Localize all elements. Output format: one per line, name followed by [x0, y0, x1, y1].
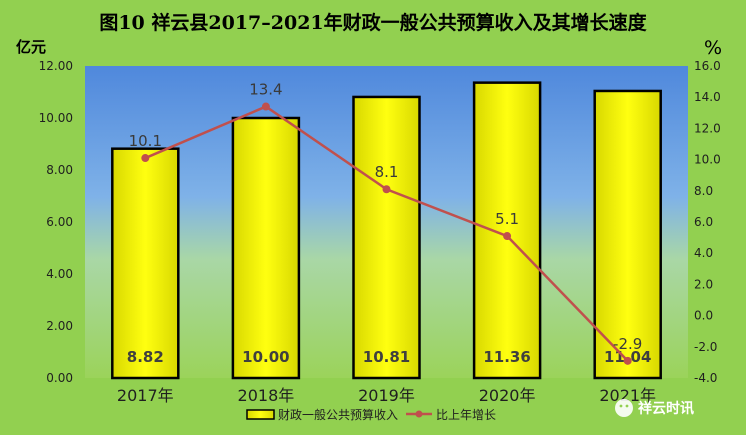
bar-value-label: 11.36: [483, 348, 530, 366]
right-tick-label: -2.0: [694, 340, 717, 354]
legend: 财政一般公共预算收入 比上年增长: [246, 407, 496, 422]
growth-value-label: 10.1: [129, 132, 162, 150]
left-tick-label: 10.00: [39, 111, 73, 125]
legend-label-line: 比上年增长: [436, 408, 496, 422]
watermark: 祥云时讯: [615, 399, 694, 417]
legend-swatch-bar: [246, 409, 275, 420]
left-tick-label: 2.00: [46, 319, 73, 333]
left-tick-label: 4.00: [46, 267, 73, 281]
right-axis-unit: %: [704, 37, 722, 59]
line-series: [141, 102, 632, 365]
bar-value-label: 8.82: [127, 348, 164, 366]
right-tick-label: 12.0: [694, 121, 721, 135]
bar: [231, 116, 301, 380]
right-tick-label: 2.0: [694, 277, 713, 291]
right-tick-label: 10.0: [694, 153, 721, 167]
wechat-icon: [615, 399, 633, 417]
growth-value-label: 13.4: [249, 81, 282, 99]
bar-value-label: 10.81: [363, 348, 410, 366]
watermark-text: 祥云时讯: [638, 400, 694, 417]
bar: [111, 147, 180, 380]
bar-value-label: 10.00: [242, 348, 289, 366]
bar: [593, 89, 662, 380]
growth-value-label: 8.1: [375, 163, 399, 181]
bar-series: [111, 81, 662, 380]
left-axis-unit: 亿元: [16, 38, 46, 56]
left-tick-label: 8.00: [46, 163, 73, 177]
x-axis: 2017年 2018年 2019年 2020年 2021年: [117, 386, 656, 405]
chart-title: 图10 祥云县2017–2021年财政一般公共预算收入及其增长速度: [99, 11, 647, 34]
left-tick-label: 12.00: [39, 59, 73, 73]
line-data-labels: 10.1 13.4 8.1 5.1 -2.9: [129, 81, 643, 353]
right-tick-label: -4.0: [694, 371, 717, 385]
legend-label-bar: 财政一般公共预算收入: [278, 407, 398, 422]
right-tick-label: 16.0: [694, 59, 721, 73]
legend-swatch-marker: [415, 410, 423, 418]
x-tick-label: 2021年: [599, 386, 656, 405]
growth-value-label: 5.1: [495, 210, 519, 228]
growth-point: [623, 356, 632, 365]
right-tick-label: 4.0: [694, 246, 713, 260]
right-tick-label: 6.0: [694, 215, 713, 229]
x-tick-label: 2017年: [117, 386, 174, 405]
right-tick-label: 8.0: [694, 184, 713, 198]
right-tick-label: 0.0: [694, 309, 713, 323]
x-tick-label: 2019年: [358, 386, 415, 405]
growth-point: [503, 232, 512, 241]
right-axis: -4.0 -2.0 0.0 2.0 4.0 6.0 8.0 10.0 12.0 14.0 16.0: [694, 59, 721, 385]
left-tick-label: 0.00: [46, 371, 73, 385]
bar: [472, 81, 542, 380]
growth-value-label: -2.9: [613, 335, 642, 353]
left-axis: 0.00 2.00 4.00 6.00 8.00 10.00 12.00: [39, 59, 73, 385]
x-tick-label: 2020年: [479, 386, 536, 405]
left-tick-label: 6.00: [46, 215, 73, 229]
wechat-icon-eye: [619, 404, 623, 408]
x-tick-label: 2018年: [238, 386, 295, 405]
growth-point: [261, 102, 270, 111]
wechat-icon-eye: [625, 404, 629, 408]
growth-point: [141, 154, 150, 163]
bar: [352, 95, 421, 380]
growth-point: [382, 185, 391, 194]
right-tick-label: 14.0: [694, 90, 721, 104]
